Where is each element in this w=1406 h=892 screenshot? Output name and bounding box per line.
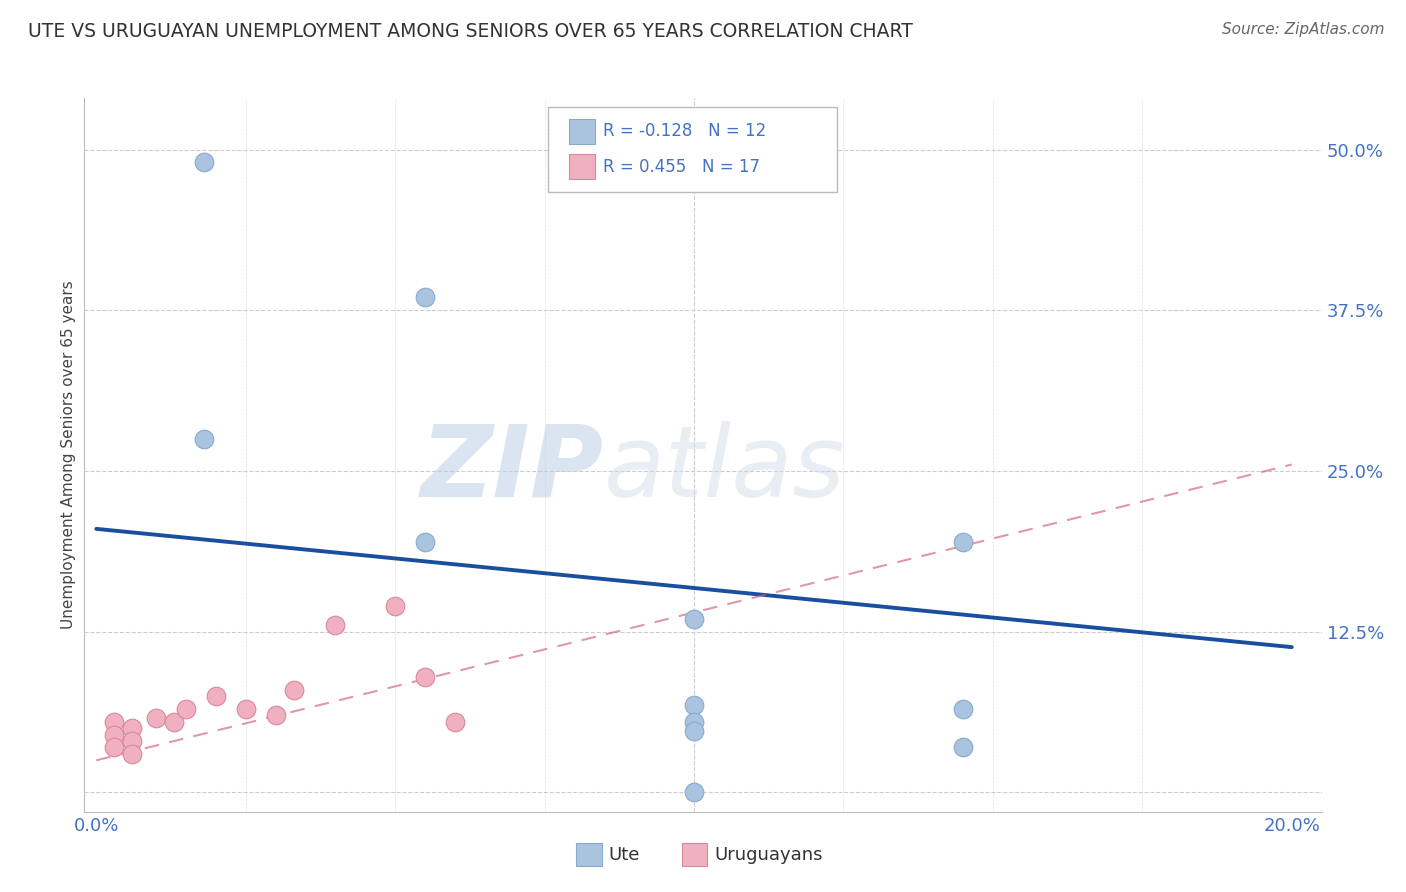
Point bbox=[413, 670, 436, 684]
Point bbox=[193, 155, 215, 169]
Point bbox=[145, 711, 167, 725]
Point bbox=[952, 534, 974, 549]
Point bbox=[163, 714, 186, 729]
Text: ZIP: ZIP bbox=[420, 421, 605, 517]
Point bbox=[683, 785, 706, 799]
Point bbox=[103, 728, 125, 742]
Y-axis label: Unemployment Among Seniors over 65 years: Unemployment Among Seniors over 65 years bbox=[60, 281, 76, 629]
Point bbox=[174, 702, 197, 716]
Point bbox=[444, 714, 467, 729]
Point bbox=[325, 618, 347, 632]
Point bbox=[413, 290, 436, 304]
Text: Uruguayans: Uruguayans bbox=[714, 846, 823, 863]
Point bbox=[283, 682, 305, 697]
Point bbox=[384, 599, 406, 613]
Text: Ute: Ute bbox=[609, 846, 640, 863]
Point bbox=[235, 702, 257, 716]
Point bbox=[193, 432, 215, 446]
Point bbox=[121, 734, 143, 748]
Point bbox=[121, 721, 143, 735]
Point bbox=[103, 714, 125, 729]
Point bbox=[683, 723, 706, 738]
Text: R = 0.455   N = 17: R = 0.455 N = 17 bbox=[603, 158, 761, 176]
Point bbox=[683, 698, 706, 712]
Point bbox=[103, 740, 125, 755]
Point bbox=[121, 747, 143, 761]
Point bbox=[205, 689, 228, 703]
Point bbox=[264, 708, 287, 723]
Text: R = -0.128   N = 12: R = -0.128 N = 12 bbox=[603, 122, 766, 140]
Text: Source: ZipAtlas.com: Source: ZipAtlas.com bbox=[1222, 22, 1385, 37]
Point bbox=[413, 534, 436, 549]
Point bbox=[683, 612, 706, 626]
Point bbox=[683, 714, 706, 729]
Text: UTE VS URUGUAYAN UNEMPLOYMENT AMONG SENIORS OVER 65 YEARS CORRELATION CHART: UTE VS URUGUAYAN UNEMPLOYMENT AMONG SENI… bbox=[28, 22, 912, 41]
Point bbox=[952, 702, 974, 716]
Point bbox=[952, 740, 974, 755]
Text: atlas: atlas bbox=[605, 421, 845, 517]
